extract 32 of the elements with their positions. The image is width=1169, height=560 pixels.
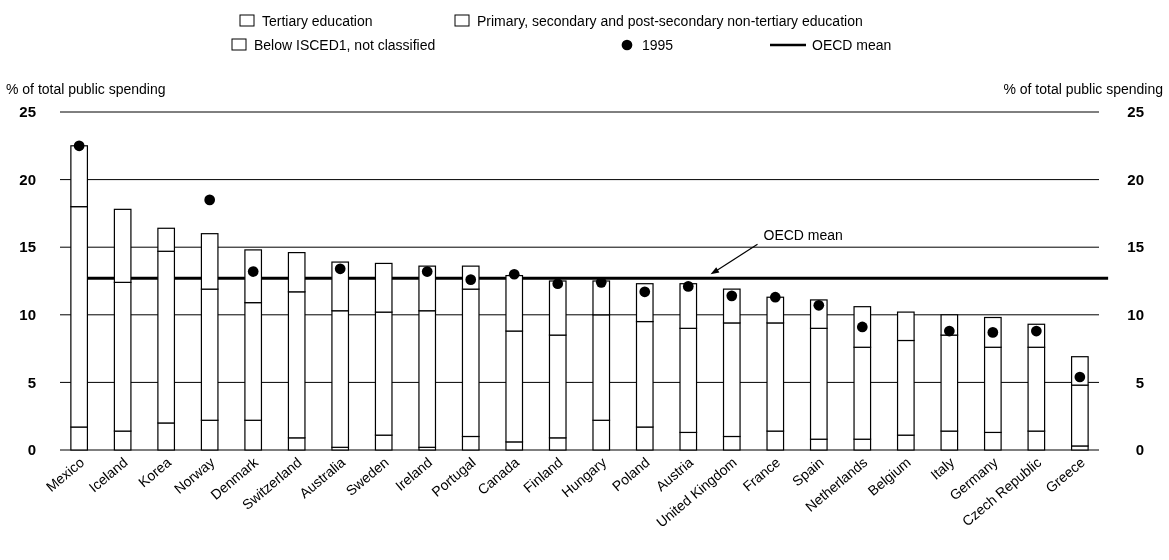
y2-tick-label: 0 xyxy=(1135,441,1144,459)
point xyxy=(247,266,259,277)
legend-label: OECD mean xyxy=(812,37,892,53)
legend-label: Below ISCED1, not classified xyxy=(254,37,436,53)
point xyxy=(769,291,781,303)
point xyxy=(204,194,216,206)
point xyxy=(813,299,825,311)
y2-axis-title: % of total public spending xyxy=(1003,81,1163,97)
point xyxy=(334,263,346,275)
y-tick-label: 5 xyxy=(27,373,36,391)
legend-label: 1995 xyxy=(642,37,674,53)
y-tick-label: 10 xyxy=(19,306,36,324)
legend-label: Primary, secondary and post-secondary non-tertiary education xyxy=(477,13,863,29)
point xyxy=(726,290,738,302)
point xyxy=(73,140,85,152)
y-tick-label: 25 xyxy=(19,103,36,121)
y-tick-label: 15 xyxy=(19,238,36,256)
y2-tick-label: 5 xyxy=(1135,373,1144,391)
y2-tick-label: 15 xyxy=(1127,238,1144,256)
point xyxy=(639,286,651,298)
point xyxy=(508,268,520,280)
point xyxy=(421,266,433,277)
y-tick-label: 20 xyxy=(19,170,36,188)
y2-tick-label: 10 xyxy=(1127,306,1144,324)
text: OECD mean xyxy=(763,227,843,244)
y-axis-title: % of total public spending xyxy=(6,81,166,97)
y-tick-label: 0 xyxy=(27,441,36,459)
point xyxy=(552,278,564,290)
point xyxy=(682,281,694,292)
y2-tick-label: 25 xyxy=(1127,103,1144,121)
legend-label: Tertiary education xyxy=(262,13,373,29)
y2-tick-label: 20 xyxy=(1127,170,1144,188)
